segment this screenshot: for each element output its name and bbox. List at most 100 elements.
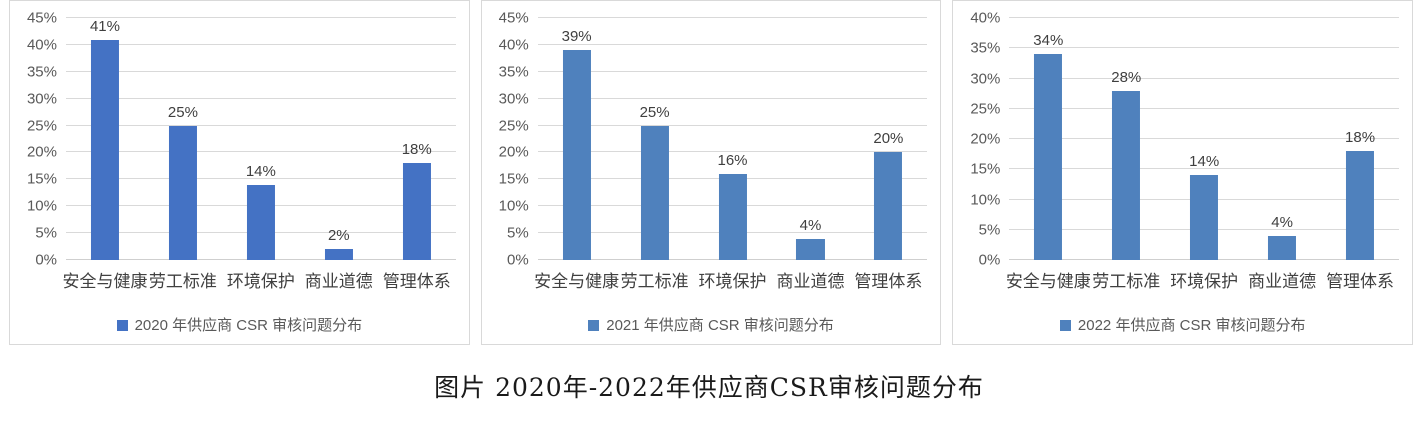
bar-value-label: 41% bbox=[89, 17, 120, 35]
chart-panel-2020: 0% 5% 10% 15% 20% 25% 30% 35% 40% 45% 41% 安全与健康 25% 劳… bbox=[9, 0, 470, 345]
chart-panel-2022: 0% 5% 10% 15% 20% 25% 30% 35% 40% 34% 安全与健康 28% 劳工标准… bbox=[952, 0, 1414, 345]
gridline bbox=[66, 178, 456, 180]
bar bbox=[168, 125, 197, 260]
gridline bbox=[66, 124, 456, 126]
category-label: 环境保护 bbox=[1170, 272, 1239, 291]
bar bbox=[246, 184, 275, 260]
bar bbox=[324, 249, 353, 260]
category-label: 商业道德 bbox=[1248, 272, 1317, 291]
gridline bbox=[1009, 138, 1400, 139]
legend: 2020 年供应商 CSR 审核问题分布 bbox=[10, 318, 469, 333]
category-label: 安全与健康 bbox=[534, 272, 620, 291]
bar-value-label: 25% bbox=[639, 103, 670, 121]
gridline bbox=[537, 17, 928, 18]
y-tick-label: 25% bbox=[970, 100, 1001, 118]
y-tick-label: 0% bbox=[978, 251, 1001, 269]
y-tick-label: 5% bbox=[978, 221, 1001, 239]
gridline bbox=[1009, 168, 1400, 170]
gridline bbox=[1009, 47, 1400, 49]
bar-value-label: 4% bbox=[1271, 213, 1293, 231]
y-tick-label: 35% bbox=[498, 63, 529, 81]
figure-caption: 图片 2020年-2022年供应商CSR审核问题分布 bbox=[434, 373, 984, 402]
category-label: 商业道德 bbox=[776, 272, 845, 291]
bar bbox=[1034, 54, 1063, 260]
legend-label: 2021 年供应商 CSR 审核问题分布 bbox=[606, 317, 834, 334]
legend-label: 2020 年供应商 CSR 审核问题分布 bbox=[134, 317, 363, 334]
y-tick-label: 30% bbox=[498, 90, 529, 108]
gridline bbox=[537, 97, 928, 99]
y-tick-label: 35% bbox=[26, 63, 57, 81]
bar-slot: 28% 劳工标准 bbox=[1087, 18, 1165, 290]
bar bbox=[1190, 175, 1219, 260]
bar-slot: 41% 安全与健康 bbox=[62, 18, 147, 290]
category-label: 安全与健康 bbox=[62, 272, 148, 291]
y-tick-label: 20% bbox=[970, 130, 1001, 148]
gridline bbox=[537, 151, 928, 153]
legend-marker-icon bbox=[1059, 320, 1071, 331]
gridline bbox=[1009, 77, 1400, 79]
bar-value-label: 2% bbox=[327, 227, 350, 245]
bar-value-label: 4% bbox=[799, 216, 822, 234]
bar bbox=[1268, 235, 1297, 260]
gridline bbox=[537, 43, 928, 45]
y-tick-label: 0% bbox=[35, 251, 57, 269]
bar-slot: 14% 环境保护 bbox=[222, 18, 300, 290]
category-label: 劳工标准 bbox=[1092, 272, 1161, 291]
gridline bbox=[66, 70, 456, 72]
bar-value-label: 18% bbox=[401, 141, 432, 159]
bar-value-label: 20% bbox=[873, 130, 904, 148]
y-tick-label: 15% bbox=[498, 170, 529, 188]
gridline bbox=[537, 124, 928, 126]
category-label: 管理体系 bbox=[854, 272, 923, 291]
bar-value-label: 14% bbox=[1189, 153, 1220, 171]
legend: 2021 年供应商 CSR 审核问题分布 bbox=[482, 318, 941, 333]
y-tick-label: 20% bbox=[498, 143, 529, 161]
bar bbox=[874, 152, 903, 260]
y-tick-label: 15% bbox=[970, 160, 1001, 178]
y-tick-label: 25% bbox=[26, 117, 57, 135]
category-label: 环境保护 bbox=[698, 272, 767, 291]
y-tick-label: 10% bbox=[498, 197, 529, 215]
y-tick-label: 40% bbox=[970, 9, 1001, 27]
y-tick-label: 30% bbox=[26, 90, 57, 108]
gridline bbox=[66, 17, 456, 18]
y-tick-label: 15% bbox=[26, 170, 57, 188]
bar-value-label: 18% bbox=[1345, 129, 1376, 147]
bar-slot: 18% 管理体系 bbox=[1321, 18, 1399, 290]
y-tick-label: 5% bbox=[35, 224, 57, 242]
y-tick-label: 20% bbox=[26, 143, 57, 161]
bar-value-label: 34% bbox=[1033, 32, 1064, 50]
category-label: 安全与健康 bbox=[1005, 272, 1091, 291]
bar bbox=[1346, 151, 1375, 260]
y-tick-label: 35% bbox=[970, 39, 1001, 57]
bar-slot: 14% 环境保护 bbox=[1165, 18, 1243, 290]
gridline bbox=[66, 43, 456, 45]
y-tick-label: 25% bbox=[498, 117, 529, 135]
chart-panel-2021: 0% 5% 10% 15% 20% 25% 30% 35% 40% 45% 39% 安全与健康 25% 劳… bbox=[480, 0, 942, 345]
y-tick-label: 45% bbox=[26, 9, 57, 27]
legend: 2022 年供应商 CSR 审核问题分布 bbox=[953, 318, 1412, 333]
bar-value-label: 25% bbox=[167, 103, 198, 121]
gridline bbox=[66, 151, 456, 153]
bar-slot: 39% 安全与健康 bbox=[534, 18, 619, 290]
category-label: 管理体系 bbox=[382, 272, 451, 291]
category-label: 环境保护 bbox=[226, 272, 295, 291]
bar-slots: 39% 安全与健康 25% 劳工标准 16% 环境保护 4% 商业道德 20% 管理体系 bbox=[534, 18, 928, 290]
category-label: 劳工标准 bbox=[620, 272, 689, 291]
y-tick-label: 10% bbox=[26, 197, 57, 215]
plot-area: 0% 5% 10% 15% 20% 25% 30% 35% 40% 34% 安全与健康 28% 劳工标准… bbox=[970, 11, 1400, 290]
gridline bbox=[66, 97, 456, 99]
bar-slot: 18% 管理体系 bbox=[378, 18, 456, 290]
bar-slot: 25% 劳工标准 bbox=[616, 18, 694, 290]
bar bbox=[562, 50, 591, 260]
charts-row: 0% 5% 10% 15% 20% 25% 30% 35% 40% 45% 41% 安全与健康 25% 劳… bbox=[9, 0, 1414, 345]
bar-slot: 20% 管理体系 bbox=[849, 18, 927, 290]
bar-slot: 34% 安全与健康 bbox=[1006, 18, 1091, 290]
plot-area: 0% 5% 10% 15% 20% 25% 30% 35% 40% 45% 41% 安全与健康 25% 劳… bbox=[27, 11, 456, 290]
bar-value-label: 16% bbox=[717, 151, 748, 169]
bar-slot: 25% 劳工标准 bbox=[144, 18, 222, 290]
bar-value-label: 14% bbox=[245, 162, 276, 180]
category-label: 商业道德 bbox=[304, 272, 373, 291]
bar-slot: 2% 商业道德 bbox=[300, 18, 378, 290]
y-tick-label: 0% bbox=[506, 251, 529, 269]
